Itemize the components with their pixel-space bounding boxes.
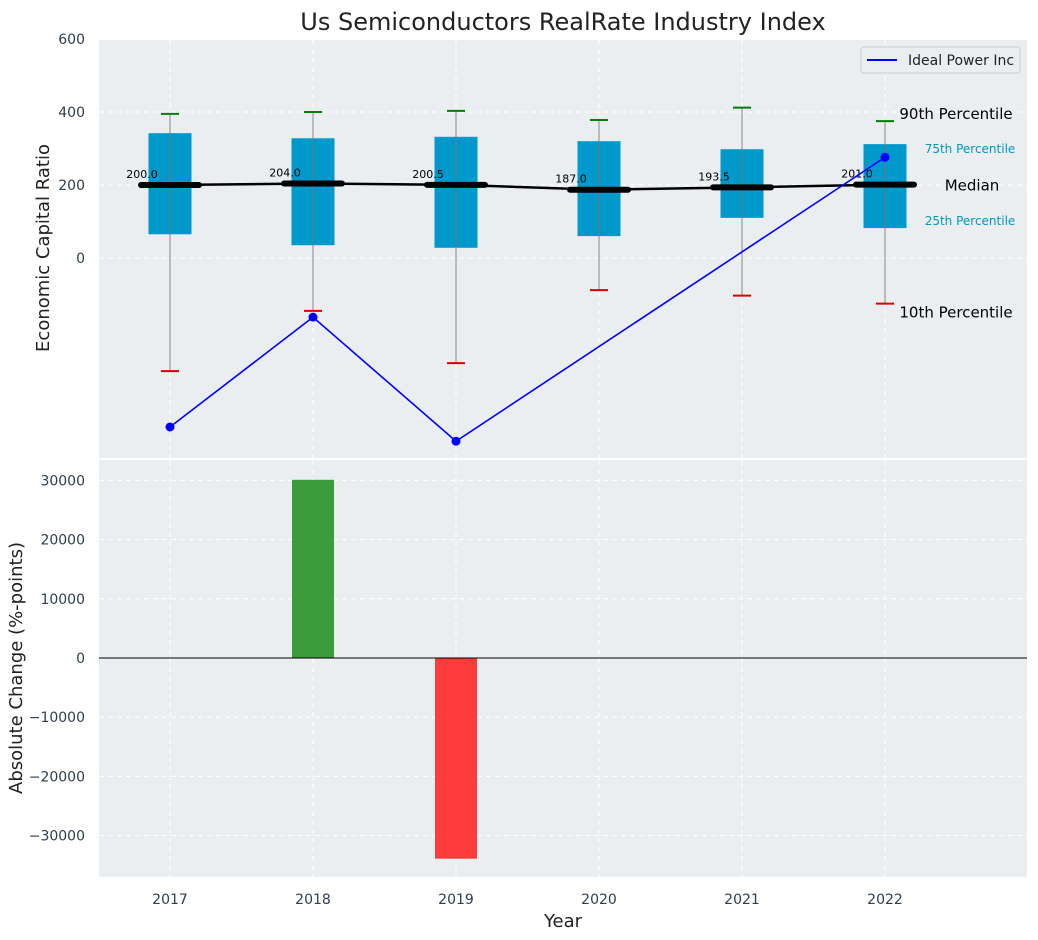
label-10th-percentile: 10th Percentile — [899, 304, 1012, 322]
median-value-label: 200.0 — [126, 168, 158, 181]
y-tick-label: −20000 — [29, 769, 85, 785]
legend-label: Ideal Power Inc — [908, 53, 1014, 69]
x-tick-label: 2021 — [724, 892, 760, 908]
median-value-label: 200.5 — [412, 168, 444, 181]
y-tick-label: 200 — [58, 178, 85, 194]
bar-chart-panel: −30000 −20000 −10000 0 10000 20000 30000 2017 20… — [29, 460, 1027, 908]
y-tick-label: 600 — [58, 32, 85, 48]
chart-title: Us Semiconductors RealRate Industry Inde… — [300, 8, 825, 36]
y-tick-label: 10000 — [40, 592, 85, 608]
median-value-label: 201.0 — [841, 168, 873, 181]
x-tick-label: 2018 — [295, 892, 331, 908]
bar-negative — [435, 658, 477, 859]
y-axis-label-top: Economic Capital Ratio — [33, 144, 54, 352]
y-tick-label: 400 — [58, 105, 85, 121]
plot-background-bottom — [99, 460, 1027, 877]
median-value-label: 193.5 — [698, 170, 730, 183]
series-point — [451, 436, 461, 446]
label-90th-percentile: 90th Percentile — [899, 105, 1012, 123]
bar-positive — [292, 479, 334, 658]
y-tick-label: 30000 — [40, 473, 85, 489]
series-point — [308, 312, 318, 322]
plot-background-top — [99, 40, 1027, 458]
y-tick-label: 20000 — [40, 533, 85, 549]
x-axis-label: Year — [543, 911, 583, 932]
x-tick-label: 2022 — [867, 892, 903, 908]
label-median: Median — [945, 177, 1000, 195]
box-plot-panel: 0 200 400 600 200.0 204.0 200.5 187.0 193.5 201.0… — [58, 32, 1027, 458]
y-tick-label: −30000 — [29, 829, 85, 845]
x-tick-label: 2017 — [152, 892, 188, 908]
y-tick-label: −10000 — [29, 710, 85, 726]
median-value-label: 204.0 — [269, 167, 301, 180]
y-tick-label: 0 — [76, 651, 85, 667]
legend: Ideal Power Inc — [860, 46, 1021, 74]
y-tick-label: 0 — [76, 251, 85, 267]
series-line-ideal-power — [169, 156, 886, 443]
series-point — [165, 422, 175, 432]
median-value-label: 187.0 — [555, 173, 587, 186]
y-axis-label-bottom: Absolute Change (%-points) — [6, 542, 27, 794]
label-25th-percentile: 25th Percentile — [925, 214, 1016, 228]
legend-box — [860, 46, 1021, 74]
x-tick-label: 2020 — [581, 892, 617, 908]
series-point — [880, 152, 890, 162]
label-75th-percentile: 75th Percentile — [925, 142, 1016, 156]
x-tick-label: 2019 — [438, 892, 474, 908]
